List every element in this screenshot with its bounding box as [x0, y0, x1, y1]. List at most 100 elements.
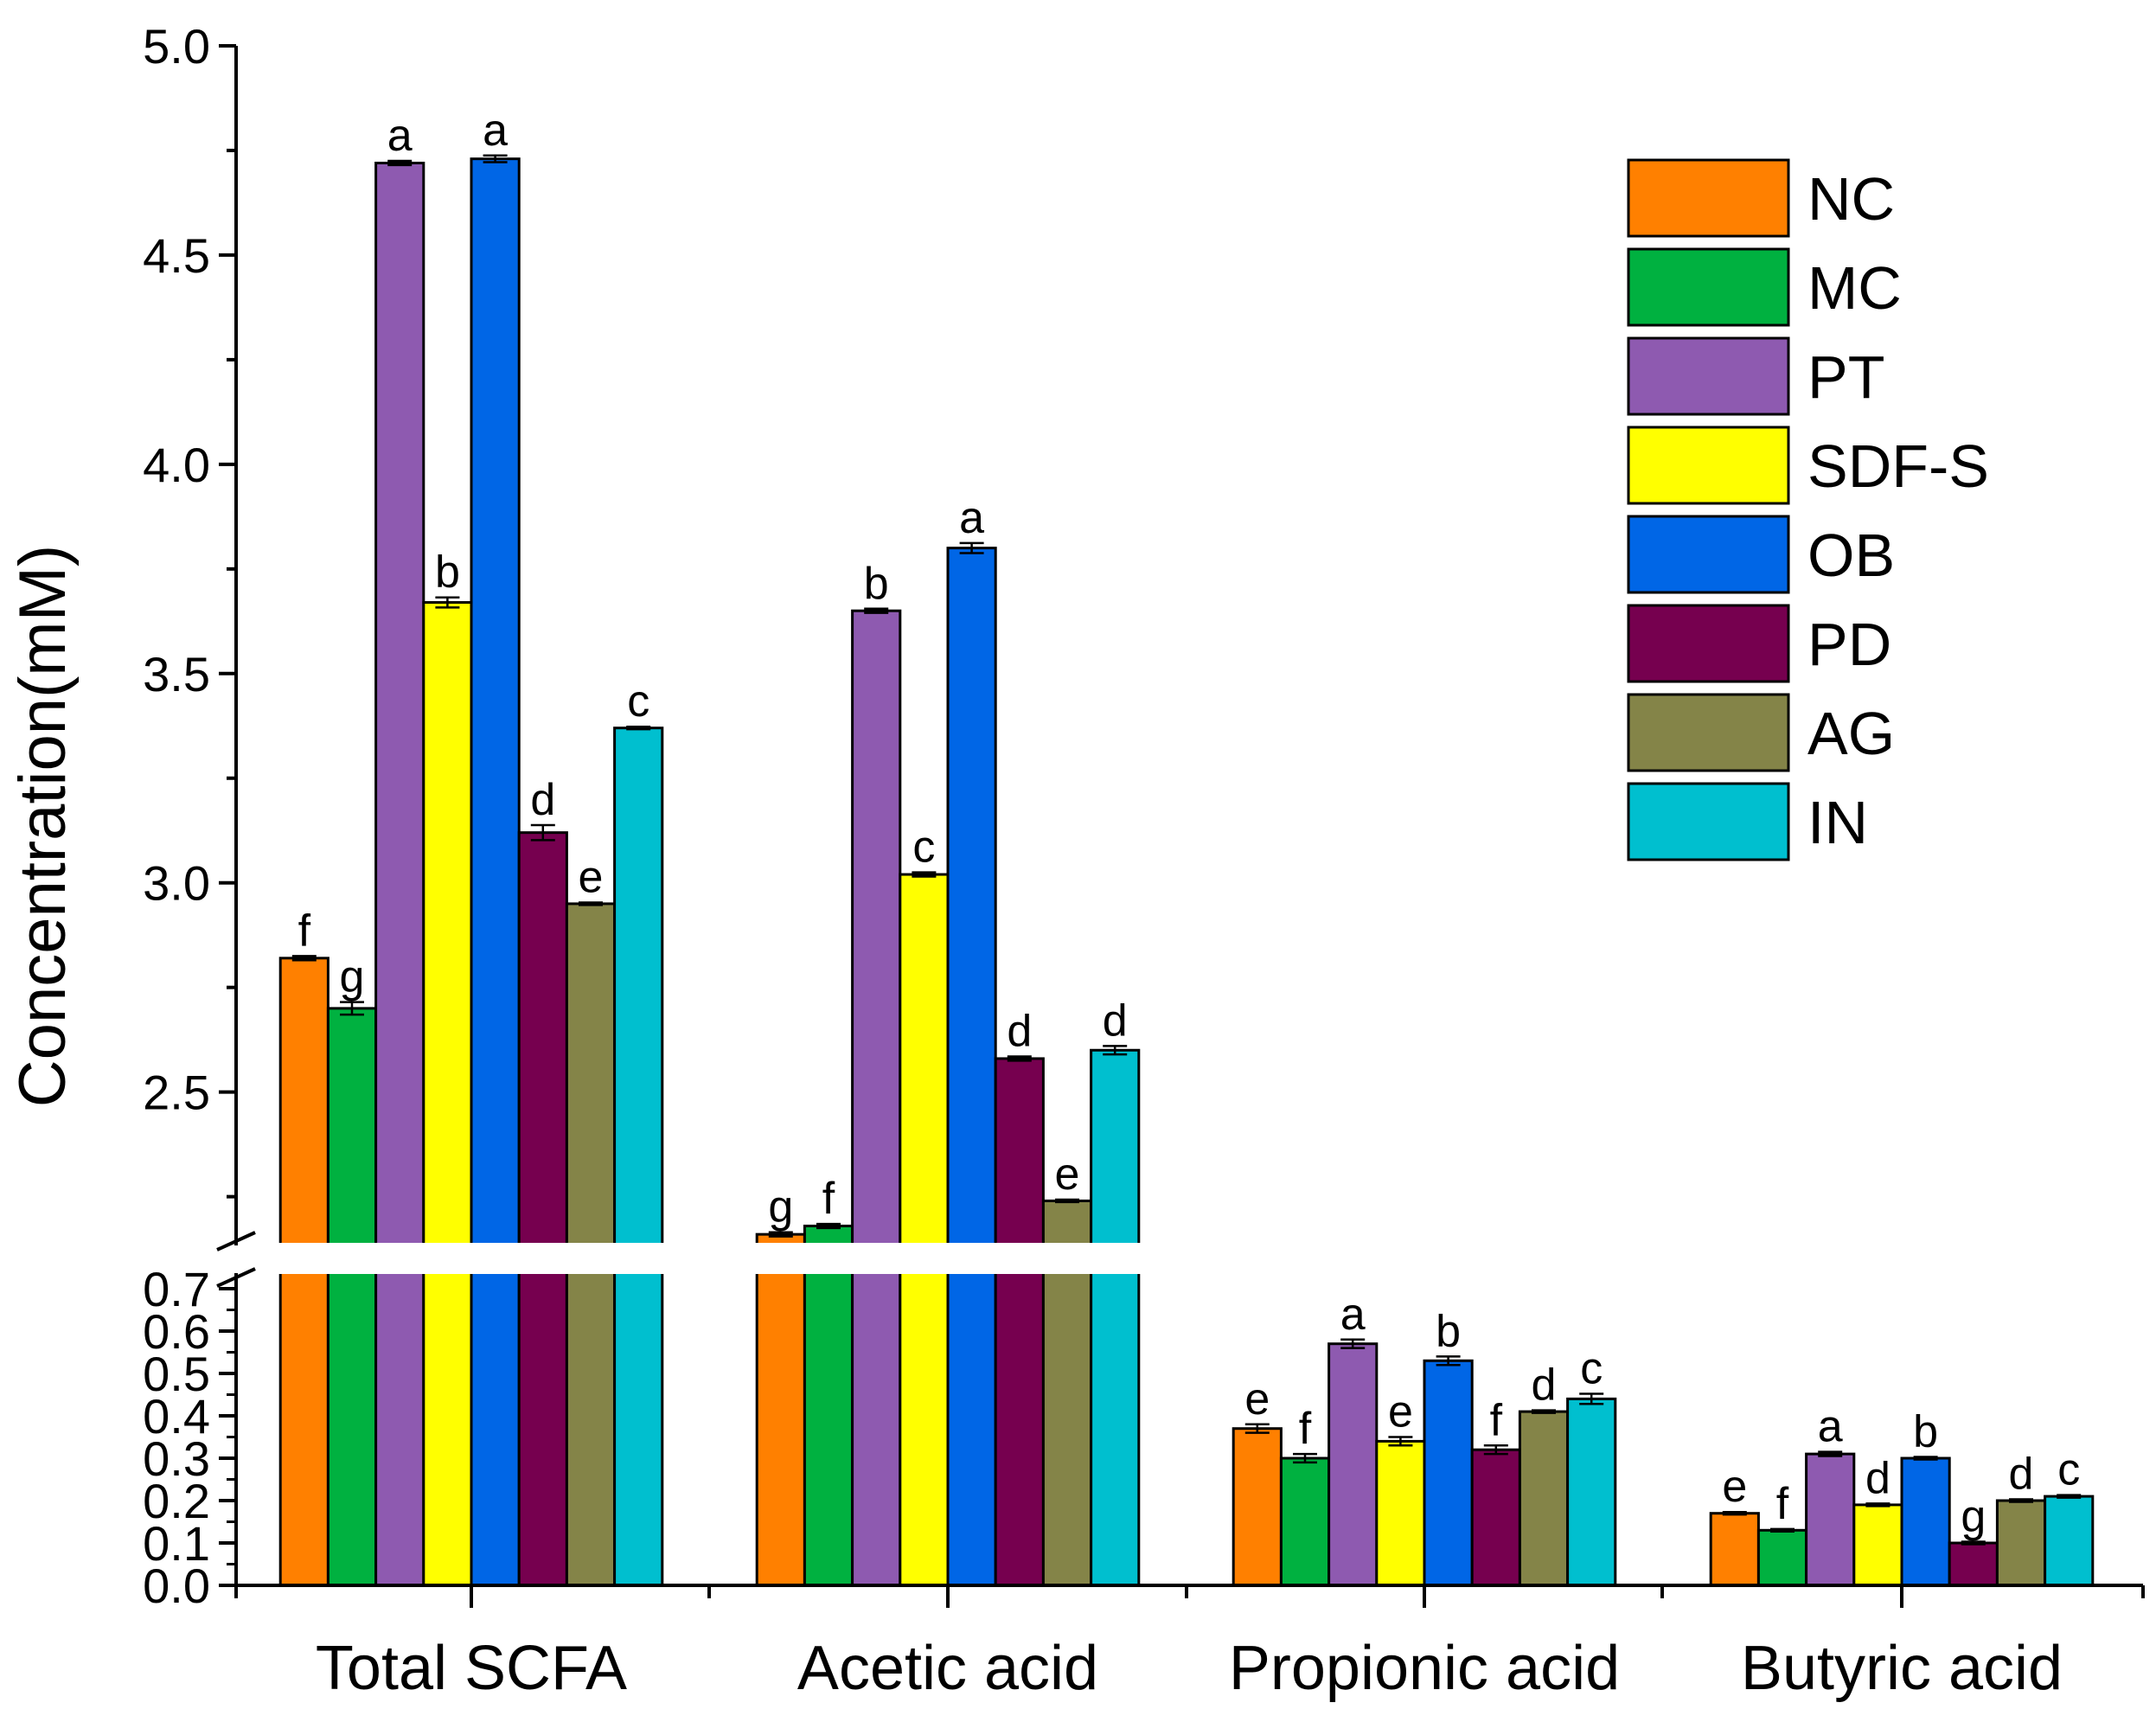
axes-group: 2.5 3.0 3.5 4.0 4.5 5.0 0.00.10.20.30.40.50.60… — [143, 19, 2145, 1703]
y-tick-label: 0.2 — [143, 1474, 210, 1528]
legend-swatch-nc — [1627, 158, 1790, 238]
x-category-label: Total SCFA — [316, 1634, 627, 1703]
legend-label-ob: OB — [1807, 522, 1895, 589]
bar-propionic-acid-mc — [1279, 1456, 1331, 1587]
bar-total-scfa-pd — [517, 831, 568, 1587]
significance-letter: a — [959, 493, 984, 543]
bar-butyric-acid-pt — [1805, 1452, 1856, 1587]
bar-propionic-acid-in — [1566, 1397, 1617, 1587]
significance-letter: c — [2057, 1445, 2080, 1495]
y-tick-label: 4.5 — [143, 228, 210, 283]
legend-label-pt: PT — [1807, 343, 1884, 411]
significance-letter: f — [1490, 1395, 1503, 1445]
legend-swatch-sdf-s — [1627, 426, 1790, 505]
bar-total-scfa-mc — [326, 1007, 378, 1587]
significance-letter: e — [1388, 1387, 1413, 1437]
bar-butyric-acid-nc — [1709, 1512, 1760, 1587]
bar-butyric-acid-in — [2044, 1495, 2095, 1587]
significance-letter: c — [627, 676, 649, 727]
legend-label-sdf-s: SDF-S — [1807, 432, 1989, 500]
bar-acetic-acid-in — [1090, 1048, 1141, 1587]
significance-letter: f — [822, 1174, 835, 1224]
significance-letter: f — [1299, 1404, 1312, 1454]
significance-letter: c — [912, 823, 935, 873]
x-category-label: Acetic acid — [797, 1634, 1098, 1703]
significance-letter: a — [387, 111, 413, 161]
legend-label-in: IN — [1807, 789, 1868, 856]
bar-acetic-acid-nc — [755, 1232, 806, 1587]
bar-propionic-acid-pd — [1470, 1448, 1521, 1587]
axis-break-gap — [219, 1243, 2156, 1274]
legend-swatch-mc — [1627, 247, 1790, 327]
significance-letter: a — [1340, 1290, 1366, 1340]
bar-propionic-acid-nc — [1232, 1427, 1283, 1587]
y-tick-label: 0.4 — [143, 1389, 210, 1444]
bar-butyric-acid-ob — [1900, 1456, 1951, 1587]
y-tick-label: 3.5 — [143, 647, 210, 701]
axis-break-band — [219, 1243, 2156, 1274]
significance-letter: f — [1776, 1479, 1789, 1529]
significance-letter: e — [1244, 1374, 1270, 1424]
significance-letter: d — [2009, 1450, 2034, 1500]
significance-letter: g — [1961, 1492, 1986, 1542]
bar-butyric-acid-pd — [1948, 1541, 1999, 1587]
x-category-label: Butyric acid — [1741, 1634, 2063, 1703]
significance-letter: d — [1532, 1360, 1557, 1411]
y-tick-label: 0.5 — [143, 1347, 210, 1401]
legend: NC MC PT SDF-S OB PD AG IN — [1627, 158, 1989, 861]
error-bars-group — [291, 154, 2082, 1546]
y-axis-title: Concentration(mM) — [6, 545, 80, 1107]
bar-propionic-acid-ag — [1518, 1410, 1570, 1587]
x-category-label: Propionic acid — [1229, 1634, 1620, 1703]
legend-swatch-in — [1627, 782, 1790, 861]
legend-label-mc: MC — [1807, 254, 1902, 322]
significance-letter: e — [579, 852, 604, 902]
legend-swatch-pd — [1627, 604, 1790, 683]
y-tick-label: 0.6 — [143, 1304, 210, 1359]
significance-letter: c — [1580, 1344, 1603, 1394]
significance-letter: b — [864, 559, 889, 609]
legend-label-ag: AG — [1807, 700, 1895, 767]
significance-letter: d — [1103, 995, 1128, 1046]
legend-swatch-ag — [1627, 693, 1790, 772]
significance-letter: a — [483, 106, 508, 156]
bar-butyric-acid-sdf-s — [1852, 1503, 1903, 1587]
significance-letter: a — [1818, 1402, 1843, 1452]
significance-letter: e — [1722, 1462, 1747, 1512]
y-tick-label: 4.0 — [143, 438, 210, 492]
bar-total-scfa-in — [613, 727, 664, 1587]
bar-total-scfa-pt — [374, 161, 425, 1587]
bar-acetic-acid-sdf-s — [899, 873, 950, 1587]
significance-letter: b — [435, 547, 460, 598]
bar-acetic-acid-ob — [946, 547, 997, 1587]
legend-swatch-ob — [1627, 515, 1790, 594]
bar-propionic-acid-ob — [1423, 1359, 1474, 1587]
significance-letter: b — [1913, 1407, 1938, 1457]
y-tick-label: 5.0 — [143, 19, 210, 74]
significance-letter: d — [530, 775, 555, 825]
significance-letter: d — [1865, 1453, 1890, 1503]
significance-letter: b — [1436, 1306, 1461, 1356]
break-mark — [216, 1267, 256, 1288]
legend-swatch-pt — [1627, 336, 1790, 416]
bar-total-scfa-sdf-s — [422, 601, 473, 1587]
y-tick-label: 0.7 — [143, 1262, 210, 1316]
bar-acetic-acid-pt — [851, 609, 902, 1587]
significance-letter: g — [340, 952, 365, 1002]
y-tick-label: 2.5 — [143, 1066, 210, 1120]
legend-label-pd: PD — [1807, 611, 1891, 678]
significance-letter: f — [298, 906, 311, 956]
y-tick-label: 0.0 — [143, 1559, 210, 1613]
bar-total-scfa-ob — [470, 157, 521, 1587]
significance-letter: g — [768, 1182, 793, 1232]
break-mark — [216, 1231, 256, 1251]
y-tick-label: 3.0 — [143, 856, 210, 911]
bar-propionic-acid-sdf-s — [1375, 1439, 1426, 1587]
legend-label-nc: NC — [1807, 165, 1895, 233]
bar-acetic-acid-pd — [994, 1057, 1045, 1587]
bar-propionic-acid-pt — [1328, 1342, 1379, 1587]
y-tick-label: 0.1 — [143, 1516, 210, 1571]
bar-butyric-acid-mc — [1756, 1528, 1808, 1587]
significance-letter: e — [1055, 1149, 1080, 1200]
